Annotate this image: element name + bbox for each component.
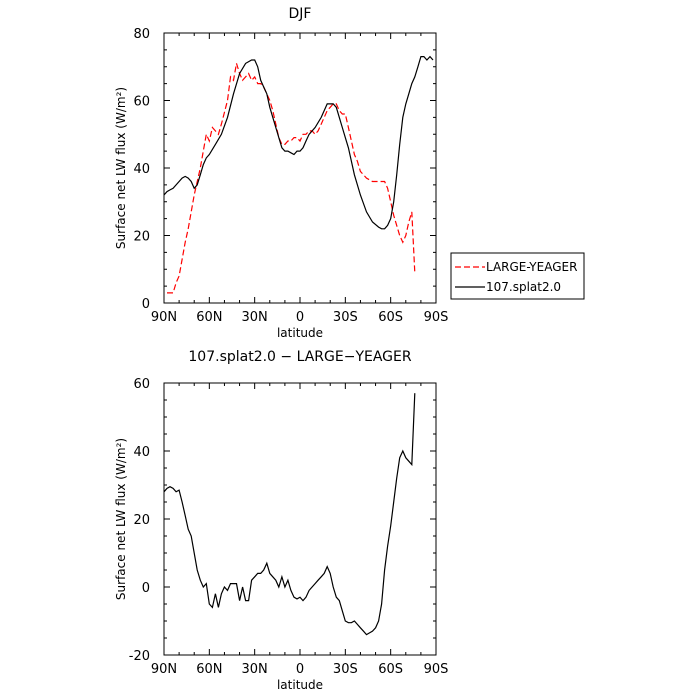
legend-box xyxy=(450,252,585,300)
x-tick-label: 0 xyxy=(296,310,304,325)
x-axis-label: latitude xyxy=(277,678,323,692)
x-tick-label: 0 xyxy=(296,662,304,677)
legend-entry: 107.splat2.0 xyxy=(486,280,561,294)
x-tick-label: 90N xyxy=(151,662,177,677)
y-tick-label: 20 xyxy=(133,230,150,245)
x-tick-label: 60S xyxy=(378,310,403,325)
x-tick-label: 30S xyxy=(333,310,358,325)
y-tick-label: 20 xyxy=(133,513,150,528)
y-tick-label: 40 xyxy=(133,162,150,177)
chart-title: DJF xyxy=(289,6,312,22)
x-tick-label: 60S xyxy=(378,662,403,677)
x-tick-label: 30N xyxy=(242,310,268,325)
plot-frame xyxy=(163,382,437,656)
x-tick-label: 60N xyxy=(196,662,222,677)
y-tick-label: -20 xyxy=(129,649,150,664)
y-tick-label: 40 xyxy=(133,445,150,460)
y-tick-label: 0 xyxy=(142,297,150,312)
y-axis-label: Surface net LW flux (W/m²) xyxy=(114,87,128,249)
series-line-1 xyxy=(163,393,416,636)
series-line-1 xyxy=(167,63,416,294)
chart-panel-1: DJF 90N 60N 30N 0 30S 60S 90S 0 20 40 60 80 latitude S… xyxy=(114,6,585,340)
chart-panel-2: 107.splat2.0 − LARGE−YEAGER 90N 60N 30N 0 30S… xyxy=(114,349,448,692)
x-tick-label: 30N xyxy=(242,662,268,677)
y-tick-label: 0 xyxy=(142,581,150,596)
x-tick-label: 60N xyxy=(196,310,222,325)
plot-frame xyxy=(163,32,437,304)
series-line-2 xyxy=(163,55,434,230)
x-tick-label: 90S xyxy=(424,662,449,677)
x-tick-label: 90N xyxy=(151,310,177,325)
x-axis-label: latitude xyxy=(277,326,323,340)
legend-entry: LARGE-YEAGER xyxy=(486,260,577,274)
x-tick-label: 30S xyxy=(333,662,358,677)
y-axis-label: Surface net LW flux (W/m²) xyxy=(114,438,128,600)
legend: LARGE-YEAGER 107.splat2.0 xyxy=(450,252,585,300)
chart-title: 107.splat2.0 − LARGE−YEAGER xyxy=(188,349,411,365)
y-tick-label: 60 xyxy=(133,377,150,392)
y-tick-label: 80 xyxy=(133,27,150,42)
x-tick-label: 90S xyxy=(424,310,449,325)
y-tick-label: 60 xyxy=(133,95,150,110)
